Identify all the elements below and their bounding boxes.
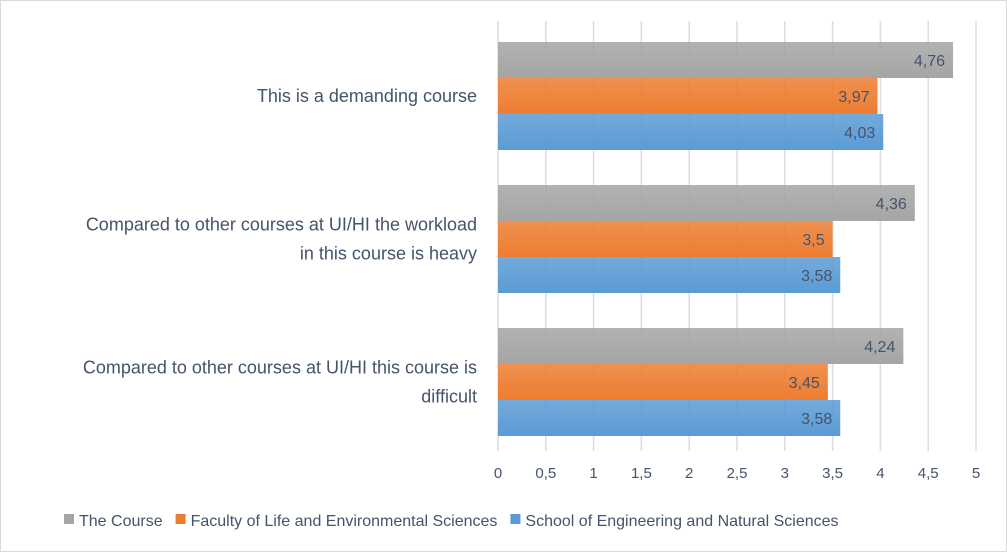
data-label: 3,58 bbox=[801, 268, 832, 285]
bar bbox=[498, 78, 878, 114]
x-tick-label: 3 bbox=[781, 465, 789, 482]
data-label: 4,76 bbox=[914, 53, 945, 70]
bar bbox=[498, 400, 841, 436]
legend-label: Faculty of Life and Environmental Scienc… bbox=[191, 513, 498, 530]
x-tick-label: 4 bbox=[876, 465, 884, 482]
bar bbox=[498, 42, 954, 78]
legend-label: School of Engineering and Natural Scienc… bbox=[525, 513, 838, 530]
data-label: 3,5 bbox=[802, 232, 824, 249]
x-tick-label: 3,5 bbox=[822, 465, 843, 482]
data-label: 4,24 bbox=[864, 339, 895, 356]
bar bbox=[498, 364, 828, 400]
bar bbox=[498, 221, 833, 257]
x-tick-label: 1,5 bbox=[631, 465, 652, 482]
data-label: 3,45 bbox=[789, 375, 820, 392]
data-label: 3,58 bbox=[801, 411, 832, 428]
category-label: Compared to other courses at UI/HI the w… bbox=[86, 215, 477, 235]
bar bbox=[498, 114, 884, 150]
x-tick-label: 2 bbox=[685, 465, 693, 482]
bar bbox=[498, 257, 841, 293]
data-label: 4,36 bbox=[876, 196, 907, 213]
bar bbox=[498, 185, 915, 221]
category-label: difficult bbox=[421, 387, 477, 407]
legend-swatch bbox=[64, 514, 74, 524]
category-label: in this course is heavy bbox=[300, 244, 477, 264]
category-label: Compared to other courses at UI/HI this … bbox=[83, 358, 477, 378]
x-tick-label: 0,5 bbox=[535, 465, 556, 482]
x-tick-label: 2,5 bbox=[727, 465, 748, 482]
legend-label: The Course bbox=[79, 513, 163, 530]
category-label: This is a demanding course bbox=[257, 86, 477, 106]
legend-swatch bbox=[510, 514, 521, 524]
x-tick-label: 1 bbox=[589, 465, 597, 482]
x-tick-label: 5 bbox=[972, 465, 980, 482]
data-label: 4,03 bbox=[844, 125, 875, 142]
x-tick-label: 4,5 bbox=[918, 465, 939, 482]
x-tick-label: 0 bbox=[494, 465, 502, 482]
bar bbox=[498, 328, 904, 364]
data-label: 3,97 bbox=[838, 89, 869, 106]
legend-swatch bbox=[175, 514, 186, 524]
